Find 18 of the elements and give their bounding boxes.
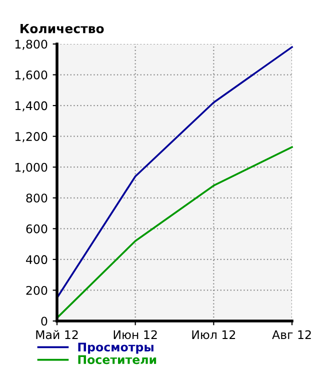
x-tick-label: Авг 12 <box>272 330 311 339</box>
legend-label: Просмотры <box>78 342 154 354</box>
y-tick-label: 400 <box>26 255 48 264</box>
y-tick-label: 1,400 <box>15 101 48 112</box>
y-axis-title: Количество <box>20 24 104 34</box>
y-tick-label: 1,800 <box>15 40 48 50</box>
line-series <box>56 146 293 319</box>
x-tick-label: Июл 12 <box>192 330 236 340</box>
x-tick-label: Июн 12 <box>114 330 157 340</box>
y-tick-label: 600 <box>26 224 48 234</box>
y-tick-label: 1,600 <box>15 70 48 81</box>
y-tick-label: 0 <box>41 316 48 326</box>
y-tick-label: 1,200 <box>15 132 48 142</box>
y-tick-label: 800 <box>26 194 48 203</box>
legend-label: Посетители <box>78 355 156 364</box>
x-tick-label: Май 12 <box>36 330 78 340</box>
y-tick-label: 1,000 <box>15 162 48 173</box>
y-tick-label: 200 <box>26 286 48 295</box>
